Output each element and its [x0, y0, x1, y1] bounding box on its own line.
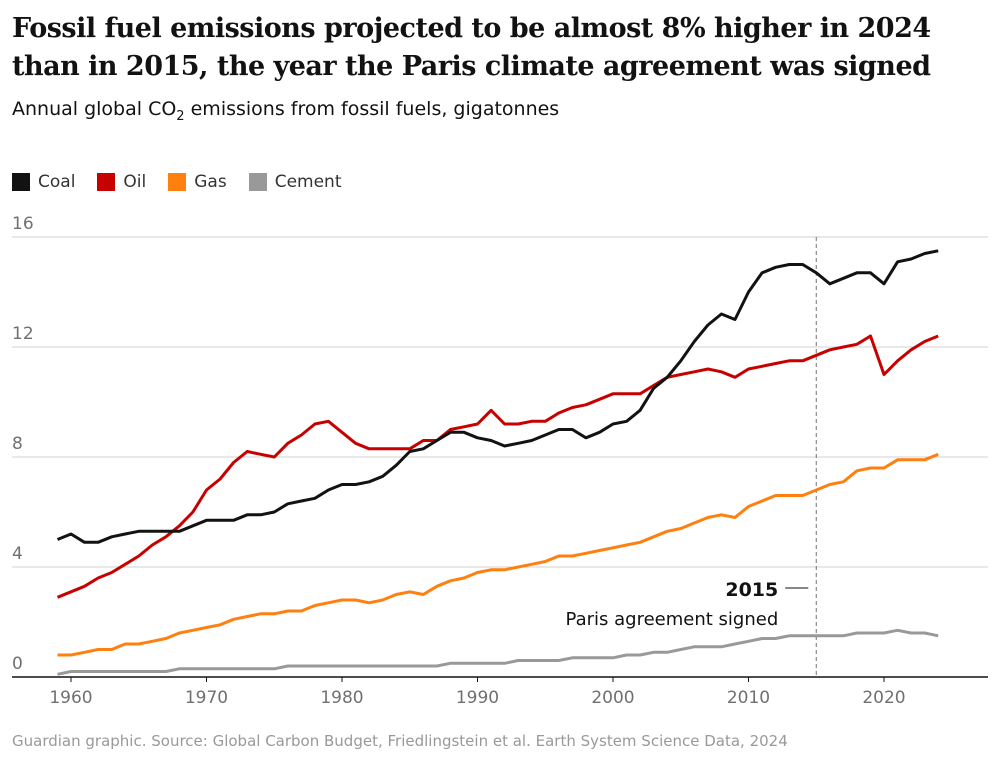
legend-label: Oil [123, 172, 147, 192]
y-tick-label: 8 [12, 434, 23, 454]
legend-swatch-coal [12, 173, 30, 191]
legend-swatch-oil [97, 173, 116, 191]
y-tick-label: 0 [12, 654, 23, 674]
legend: Coal Oil Gas Cement [12, 172, 342, 192]
y-tick-label: 4 [12, 544, 23, 564]
x-tick-label: 1980 [320, 688, 363, 708]
source-note: Guardian graphic. Source: Global Carbon … [12, 732, 788, 750]
legend-item-coal: Coal [12, 172, 75, 192]
x-tick-label: 2020 [862, 688, 905, 708]
x-tick-label: 1970 [185, 688, 228, 708]
series-line-cement [57, 628, 939, 676]
series-line-oil [56, 334, 939, 599]
legend-label: Gas [194, 172, 227, 192]
series-line-coal [56, 249, 939, 544]
chart-title: Fossil fuel emissions projected to be al… [12, 13, 931, 82]
annotation-year: 2015 [725, 579, 778, 601]
subtitle-subscript: 2 [176, 108, 185, 124]
legend-item-cement: Cement [248, 172, 342, 192]
legend-label: Cement [274, 172, 342, 192]
y-tick-label: 16 [12, 214, 34, 234]
chart-subtitle: Annual global CO2 emissions from fossil … [12, 98, 559, 124]
legend-item-gas: Gas [168, 172, 227, 192]
legend-label: Coal [38, 172, 76, 192]
x-tick-label: 2010 [727, 688, 770, 708]
legend-item-oil: Oil [97, 172, 146, 192]
subtitle-text: Annual global CO [12, 98, 177, 120]
subtitle-text-end: emissions from fossil fuels, gigatonnes [184, 98, 560, 120]
legend-swatch-gas [168, 173, 187, 191]
series-line-gas [57, 452, 939, 657]
x-tick-label: 2000 [591, 688, 634, 708]
annotation-text: Paris agreement signed [566, 609, 779, 630]
y-tick-label: 12 [12, 324, 34, 344]
x-tick-label: 1960 [49, 688, 92, 708]
legend-swatch-cement [248, 173, 267, 191]
x-tick-label: 1990 [456, 688, 499, 708]
